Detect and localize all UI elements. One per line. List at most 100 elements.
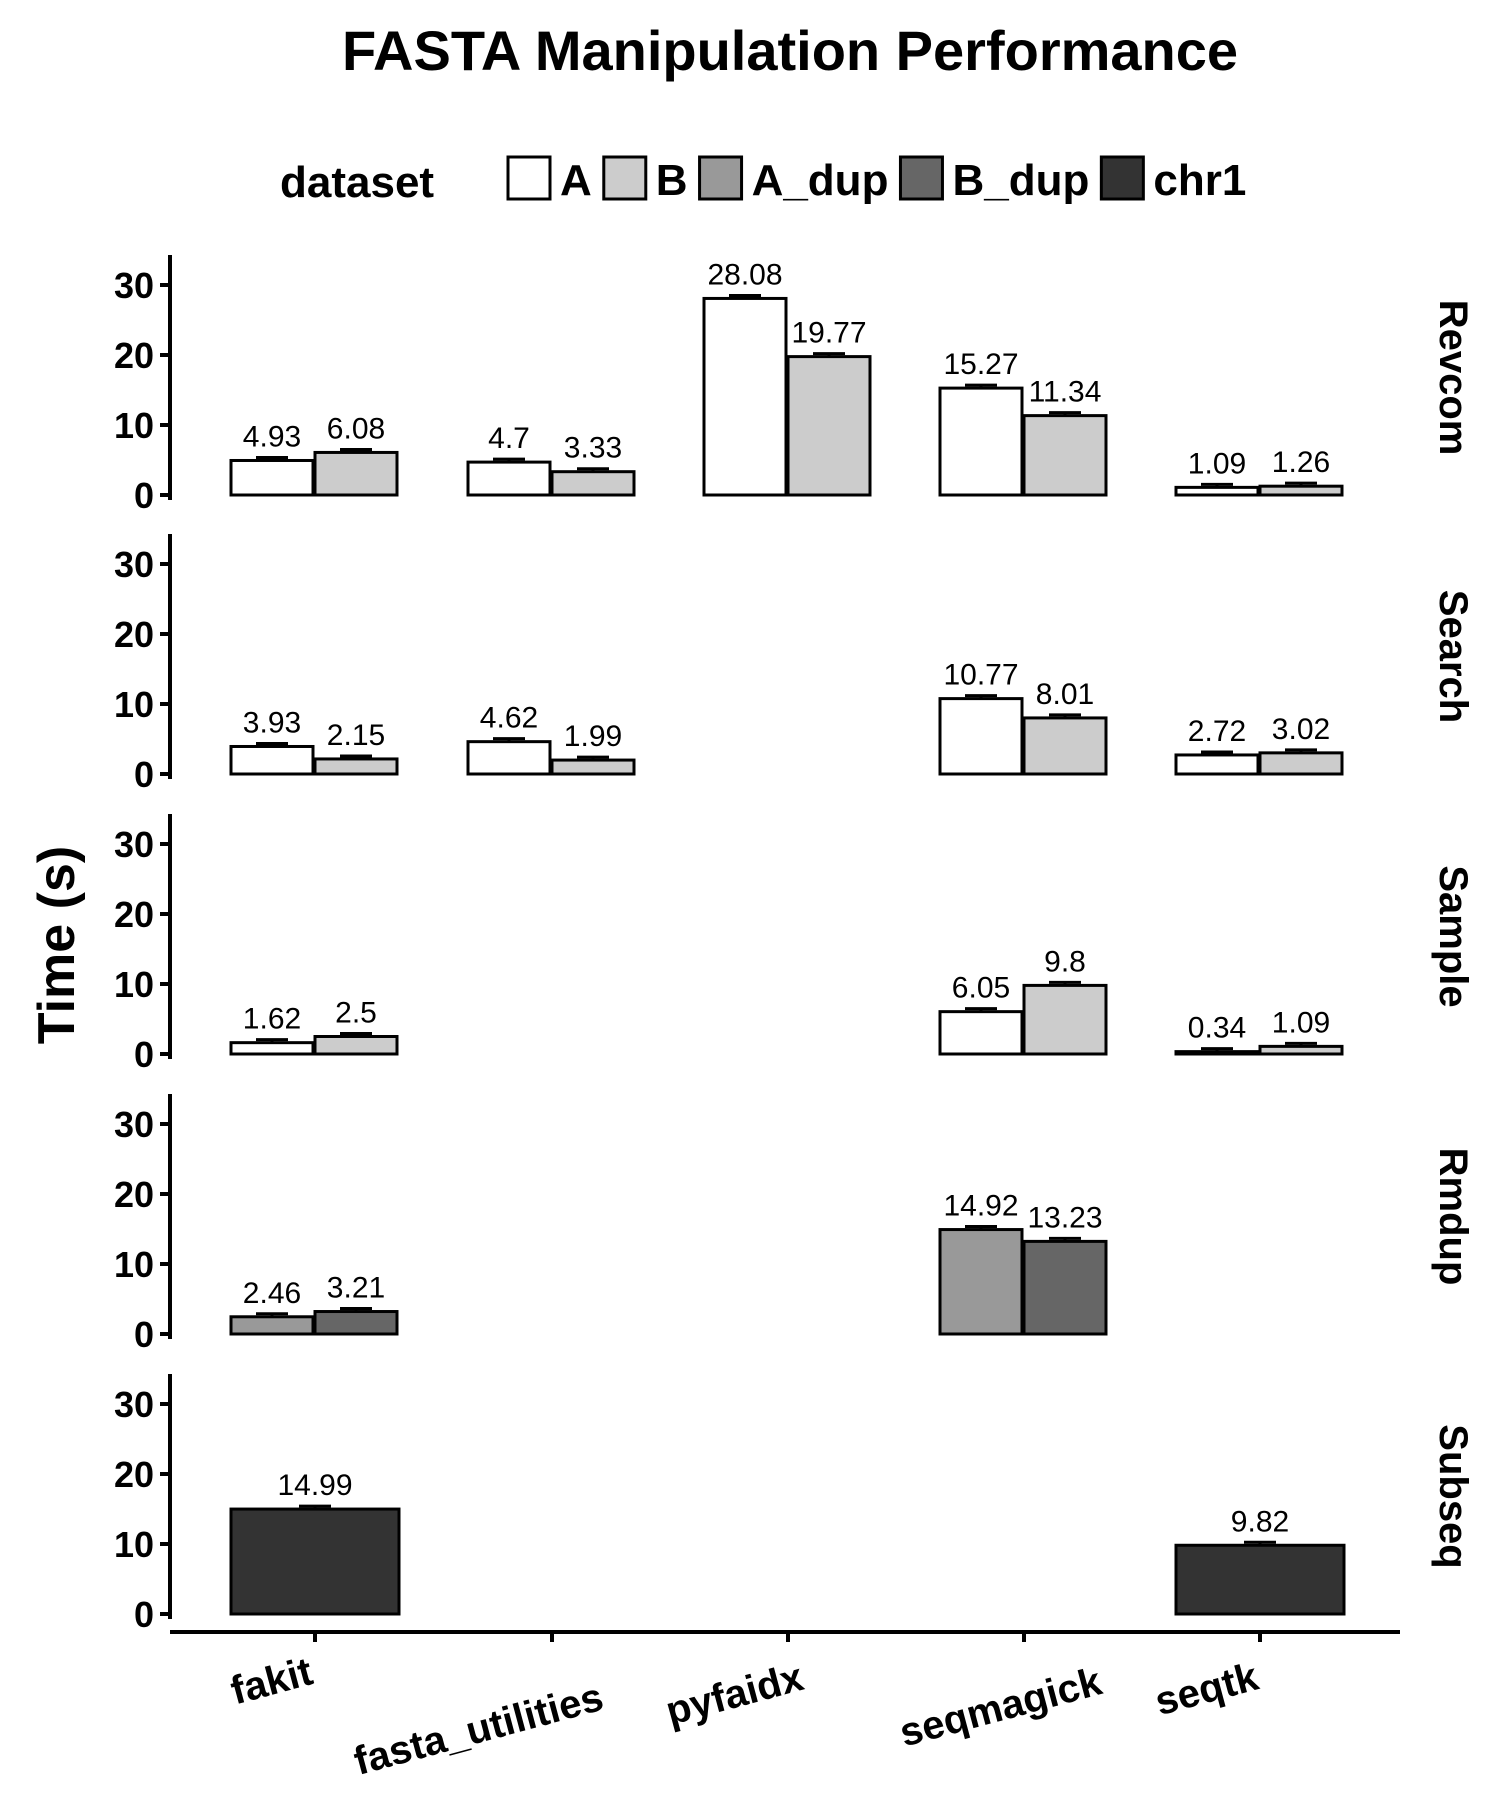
y-tick-label: 0 [134, 1314, 154, 1355]
data-label-search-seqmagick-a: 10.77 [943, 659, 1018, 692]
bar-rmdup-seqmagick-a-dup [938, 1228, 1024, 1336]
data-label-revcom-fasta-utilities-b: 3.33 [564, 432, 622, 465]
data-label-revcom-fakit-a: 4.93 [243, 420, 301, 453]
y-tick-label: 10 [114, 684, 154, 725]
data-label-search-fasta-utilities-b: 1.99 [564, 720, 622, 753]
data-label-rmdup-seqmagick-a-dup: 14.92 [943, 1190, 1018, 1223]
y-tick-label: 30 [114, 544, 154, 585]
panel-subseq: 0 10 20 30 Subseq 14.99 9.82 [114, 1374, 1475, 1635]
bar-sample-seqmagick-a [938, 1010, 1024, 1056]
bar-search-fasta-utilities-a [466, 740, 552, 776]
legend-label-b: B [656, 156, 688, 205]
legend-swatch-a [506, 155, 552, 201]
bar-rmdup-fakit-a-dup [229, 1315, 315, 1336]
y-tick-label: 20 [114, 614, 154, 655]
chart-title: FASTA Manipulation Performance [342, 19, 1238, 82]
legend-swatch-b [602, 155, 648, 201]
x-axis: fakit fasta_utilities pyfaidx seqmagick seqt… [170, 1630, 1400, 1784]
bar-revcom-pyfaidx-b [786, 355, 872, 497]
data-label-search-seqtk-a: 2.72 [1188, 715, 1246, 748]
y-tick-label: 10 [114, 1524, 154, 1565]
bar-revcom-fakit-a [229, 458, 315, 497]
facet-label-sample: Sample [1431, 865, 1475, 1007]
data-label-rmdup-fakit-a-dup: 2.46 [243, 1277, 301, 1310]
bar-rmdup-seqmagick-b-dup [1022, 1239, 1108, 1336]
y-tick-label: 10 [114, 405, 154, 446]
data-label-sample-fakit-b: 2.5 [335, 997, 377, 1030]
bar-revcom-fakit-b [313, 450, 399, 497]
legend: dataset A B A_dup B_dup chr1 [280, 155, 1246, 207]
data-label-search-seqmagick-b: 8.01 [1036, 678, 1094, 711]
data-label-rmdup-fakit-b-dup: 3.21 [327, 1272, 385, 1305]
data-label-sample-seqtk-b: 1.09 [1272, 1006, 1330, 1039]
data-label-revcom-seqmagick-a: 15.27 [943, 348, 1018, 381]
panels: 0 10 20 30 Revcom 4.93 6.08 4.7 3.33 28.08 19.77 15… [114, 255, 1475, 1635]
bar-sample-seqmagick-b [1022, 983, 1108, 1056]
legend-label-b-dup: B_dup [952, 156, 1089, 205]
facet-label-search: Search [1431, 590, 1475, 723]
bar-search-fasta-utilities-b [550, 758, 636, 776]
data-label-revcom-pyfaidx-b: 19.77 [791, 317, 866, 350]
y-tick-label: 20 [114, 1454, 154, 1495]
data-label-subseq-seqtk-chr1: 9.82 [1231, 1505, 1289, 1538]
data-label-sample-seqtk-a: 0.34 [1188, 1012, 1246, 1045]
y-tick-label: 20 [114, 894, 154, 935]
bar-search-fakit-b [313, 757, 399, 776]
data-label-revcom-seqtk-b: 1.26 [1272, 446, 1330, 479]
facet-label-subseq: Subseq [1431, 1424, 1475, 1568]
bar-sample-seqtk-b [1258, 1044, 1344, 1056]
data-label-revcom-seqtk-a: 1.09 [1188, 447, 1246, 480]
bar-revcom-fasta-utilities-a [466, 460, 552, 497]
y-tick-label: 30 [114, 265, 154, 306]
bar-revcom-seqtk-b [1258, 484, 1344, 497]
legend-swatch-b-dup [898, 155, 944, 201]
bar-revcom-seqmagick-b [1022, 414, 1108, 497]
x-tick-label-pyfaidx: pyfaidx [661, 1655, 808, 1734]
y-tick-label: 10 [114, 1244, 154, 1285]
y-tick-label: 0 [134, 754, 154, 795]
legend-swatch-chr1 [1099, 155, 1145, 201]
y-tick-label: 30 [114, 824, 154, 865]
bar-sample-seqtk-a [1174, 1050, 1260, 1056]
x-tick-label-seqtk: seqtk [1150, 1654, 1263, 1724]
bar-revcom-pyfaidx-a [702, 296, 788, 497]
data-label-revcom-fakit-b: 6.08 [327, 412, 385, 445]
data-label-revcom-fasta-utilities-a: 4.7 [488, 422, 530, 455]
bar-revcom-fasta-utilities-b [550, 470, 636, 497]
data-label-search-fakit-a: 3.93 [243, 706, 301, 739]
data-label-revcom-seqmagick-b: 11.34 [1029, 376, 1102, 409]
data-label-rmdup-seqmagick-b-dup: 13.23 [1027, 1201, 1102, 1234]
bar-search-fakit-a [229, 744, 315, 776]
bar-search-seqtk-b [1258, 751, 1344, 776]
data-label-search-fakit-b: 2.15 [327, 719, 385, 752]
legend-title: dataset [280, 158, 434, 207]
bar-subseq-seqtk-chr1 [1174, 1543, 1346, 1616]
facet-label-revcom: Revcom [1431, 300, 1475, 456]
data-label-subseq-fakit-chr1: 14.99 [277, 1469, 352, 1502]
legend-swatch-a-dup [698, 155, 744, 201]
bar-search-seqtk-a [1174, 753, 1260, 776]
y-tick-label: 30 [114, 1104, 154, 1145]
bar-search-seqmagick-b [1022, 716, 1108, 776]
bar-sample-fakit-a [229, 1041, 315, 1056]
data-label-sample-seqmagick-b: 9.8 [1044, 945, 1086, 978]
data-label-sample-fakit-a: 1.62 [243, 1003, 301, 1036]
bar-revcom-seqmagick-a [938, 386, 1024, 497]
y-axis-label: Time (s) [28, 846, 86, 1044]
panel-search: 0 10 20 30 Search 3.93 2.15 4.62 1.99 10.77 8.01 2.… [114, 534, 1475, 795]
bar-revcom-seqtk-a [1174, 485, 1260, 497]
data-label-sample-seqmagick-a: 6.05 [952, 972, 1010, 1005]
x-tick-label-fasta-utilities: fasta_utilities [349, 1675, 607, 1784]
data-label-revcom-pyfaidx-a: 28.08 [707, 258, 782, 291]
x-tick-label-seqmagick: seqmagick [895, 1659, 1107, 1755]
data-label-search-fasta-utilities-a: 4.62 [480, 702, 538, 735]
y-tick-label: 20 [114, 1174, 154, 1215]
data-label-search-seqtk-b: 3.02 [1272, 713, 1330, 746]
bar-sample-fakit-b [313, 1035, 399, 1056]
y-tick-label: 0 [134, 1034, 154, 1075]
legend-label-chr1: chr1 [1153, 156, 1246, 205]
y-tick-label: 20 [114, 335, 154, 376]
panel-rmdup: 0 10 20 30 Rmdup 2.46 3.21 14.92 13.23 [114, 1094, 1475, 1355]
bar-rmdup-fakit-b-dup [313, 1310, 399, 1336]
